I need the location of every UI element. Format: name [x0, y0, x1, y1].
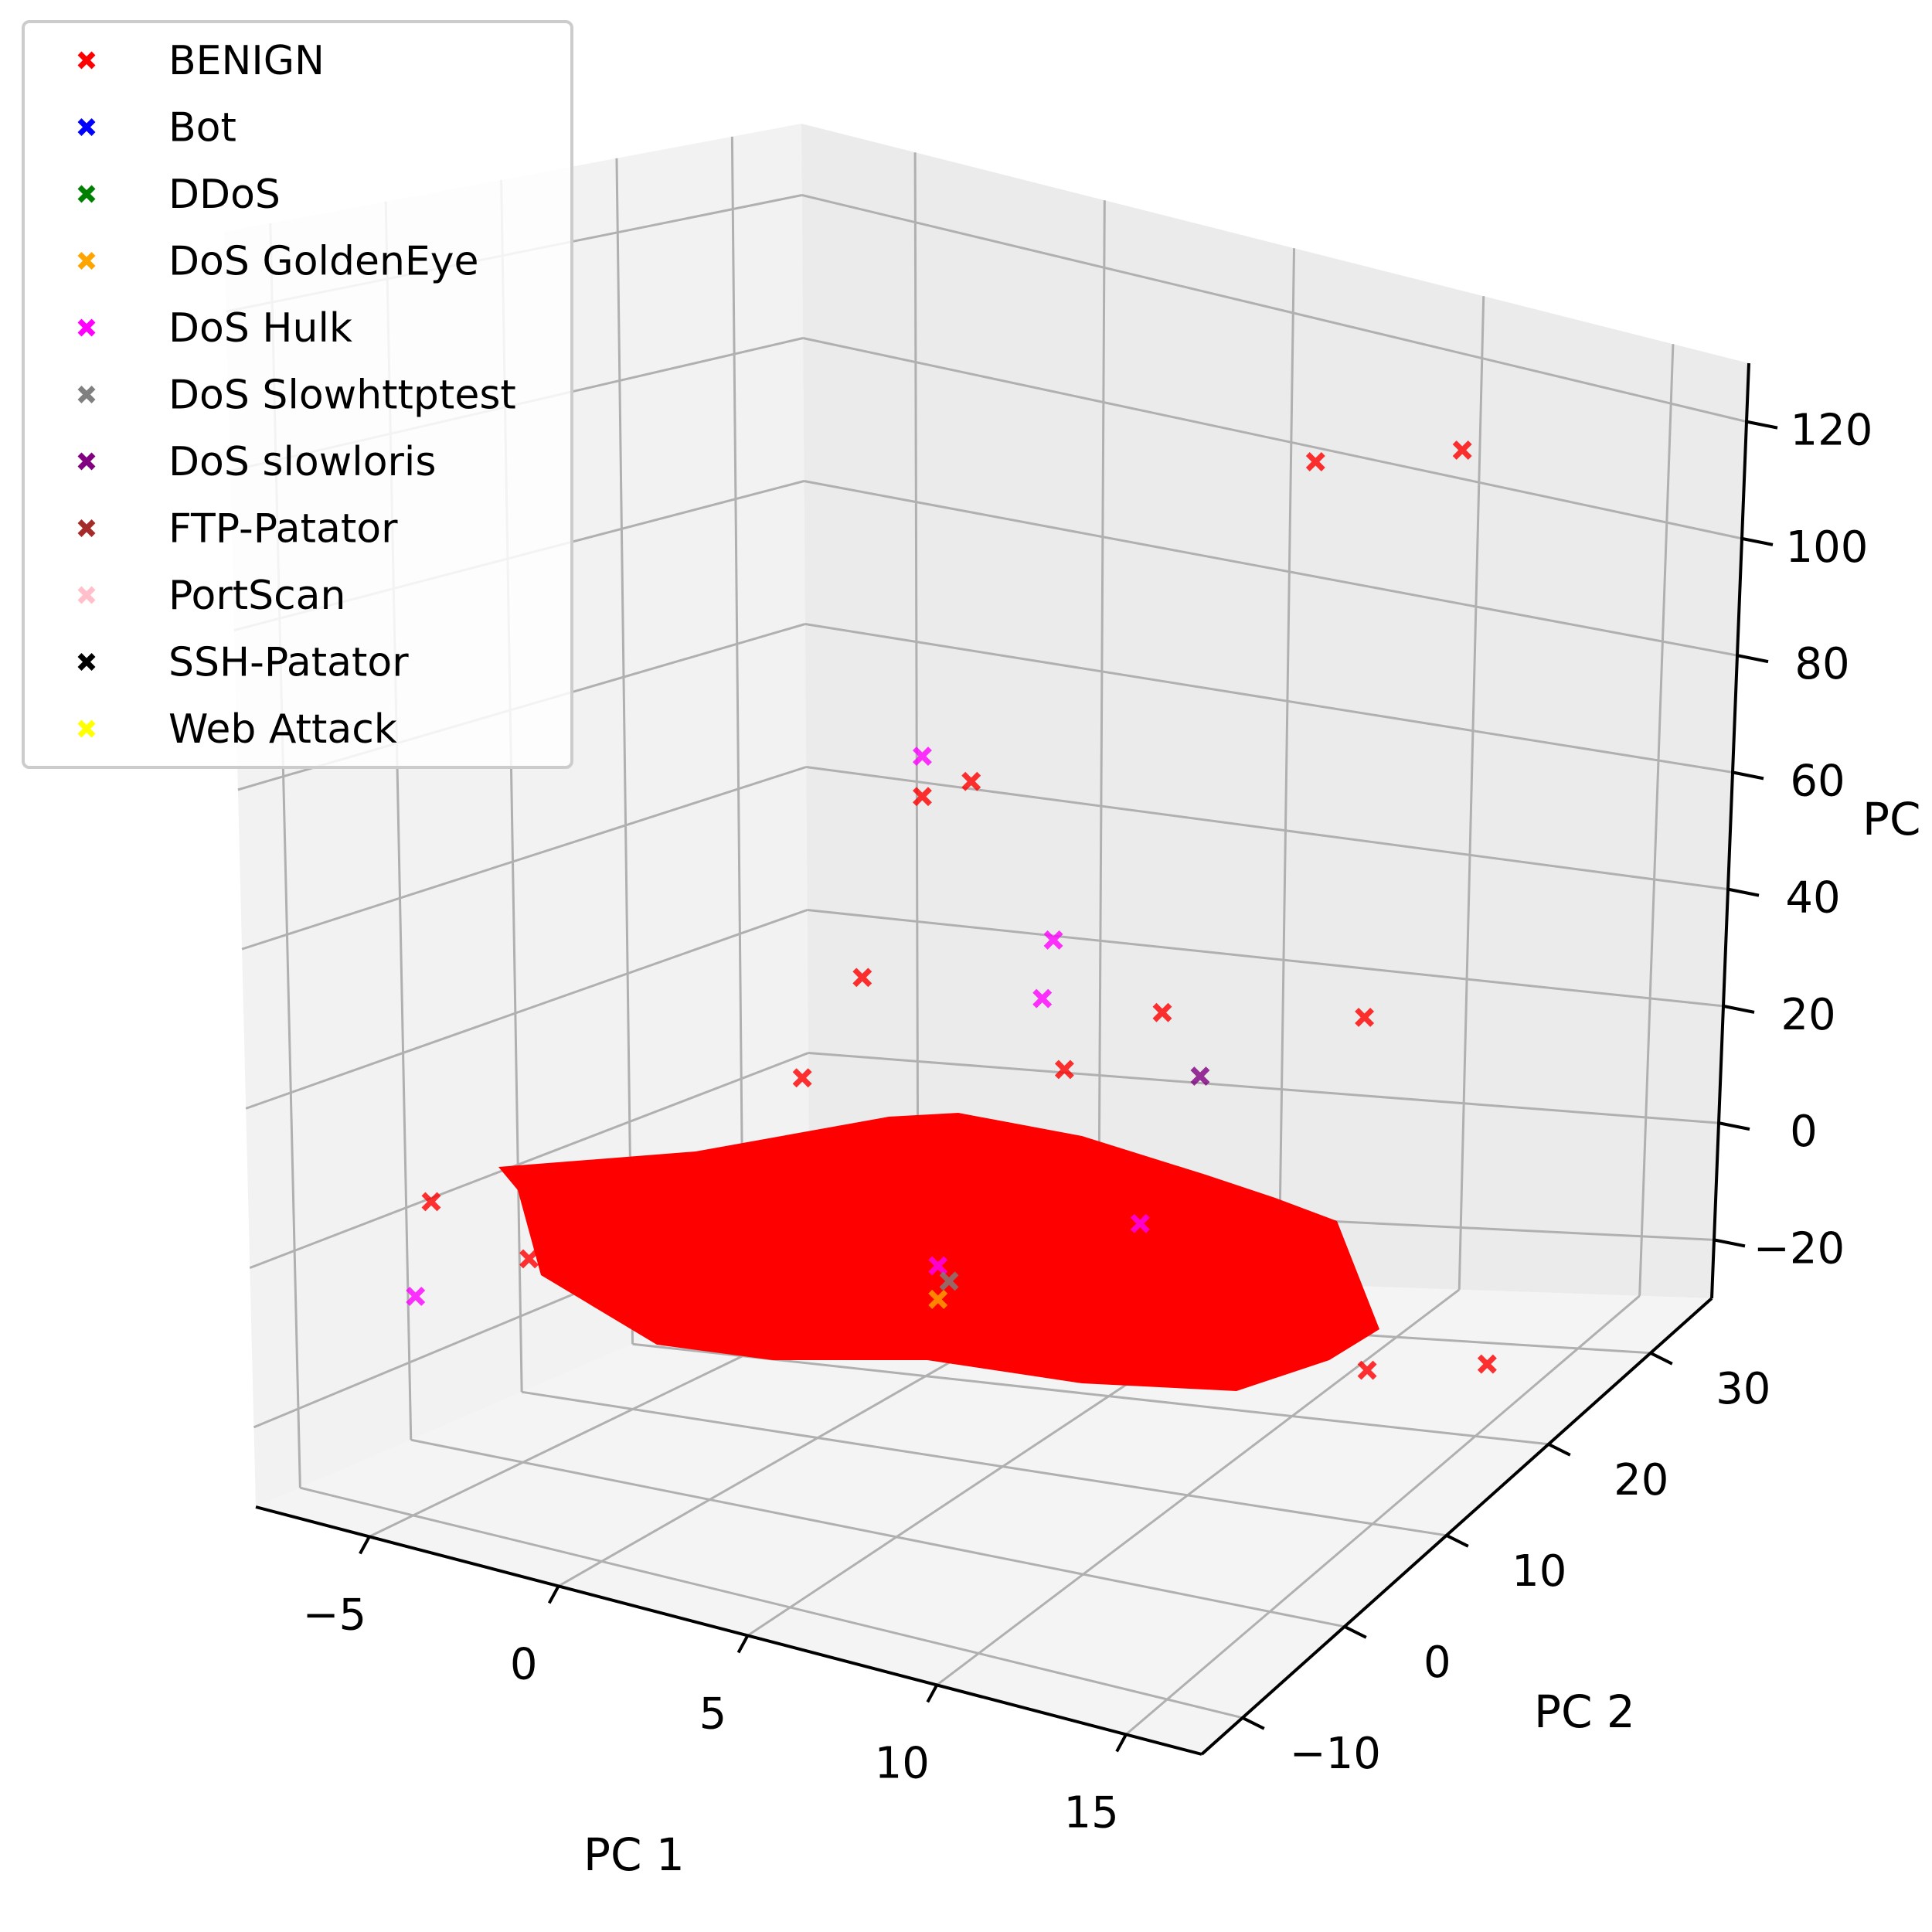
z-tick-label: 80	[1794, 639, 1849, 689]
legend-label: DDoS	[168, 172, 281, 218]
legend-label: DoS slowloris	[168, 439, 436, 485]
z-tick-label: 120	[1791, 406, 1873, 456]
y-tick-label: −10	[1290, 1729, 1381, 1779]
z-tick-label: 60	[1790, 756, 1845, 806]
x-tick-label: 5	[699, 1689, 727, 1739]
legend-label: DoS GoldenEye	[168, 239, 479, 285]
x-tick-label: 15	[1063, 1787, 1118, 1838]
z-tick-label: 20	[1781, 990, 1835, 1040]
y-tick-label: 10	[1512, 1546, 1566, 1597]
y-tick-mark	[1651, 1353, 1672, 1364]
legend-label: Web Attack	[168, 706, 397, 753]
z-axis-label: PC	[1862, 793, 1920, 845]
z-tick-mark	[1737, 655, 1768, 662]
z-tick-mark	[1714, 1240, 1745, 1246]
z-tick-mark	[1728, 889, 1759, 896]
legend-label: FTP-Patator	[168, 506, 398, 553]
z-tick-mark	[1733, 772, 1764, 778]
x-tick-mark	[360, 1536, 369, 1553]
z-tick-mark	[1719, 1123, 1750, 1129]
z-tick-mark	[1742, 539, 1773, 545]
y-tick-label: 30	[1716, 1364, 1770, 1414]
z-tick-mark	[1747, 422, 1777, 428]
x-tick-mark	[927, 1685, 937, 1702]
y-tick-mark	[1447, 1536, 1468, 1546]
z-tick-label: 40	[1785, 873, 1840, 923]
z-tick-label: −20	[1753, 1223, 1845, 1274]
legend: BENIGN Bot DDoS DoS GoldenEye DoS Hulk DoS Sl…	[23, 22, 572, 767]
legend-label: Bot	[168, 105, 236, 151]
y-axis-label: PC 2	[1534, 1685, 1635, 1738]
x-tick-mark	[1117, 1734, 1126, 1751]
y-tick-mark	[1549, 1444, 1570, 1455]
x-tick-mark	[549, 1586, 559, 1603]
z-tick-label: 0	[1790, 1107, 1818, 1157]
x-tick-label: −5	[303, 1590, 367, 1640]
z-tick-mark	[1723, 1006, 1754, 1012]
legend-label: DoS Hulk	[168, 305, 352, 352]
y-tick-mark	[1345, 1627, 1366, 1638]
legend-label: PortScan	[168, 573, 346, 619]
y-tick-label: 20	[1614, 1455, 1668, 1505]
legend-label: BENIGN	[168, 38, 325, 84]
y-tick-mark	[1243, 1718, 1264, 1729]
y-tick-label: 0	[1423, 1638, 1451, 1688]
legend-label: DoS Slowhttptest	[168, 372, 516, 419]
x-tick-label: 10	[875, 1738, 930, 1788]
legend-label: SSH-Patator	[168, 640, 409, 686]
x-tick-mark	[738, 1635, 747, 1652]
x-axis-label: PC 1	[583, 1828, 685, 1881]
z-tick-label: 100	[1786, 522, 1869, 573]
x-tick-label: 0	[510, 1639, 538, 1689]
